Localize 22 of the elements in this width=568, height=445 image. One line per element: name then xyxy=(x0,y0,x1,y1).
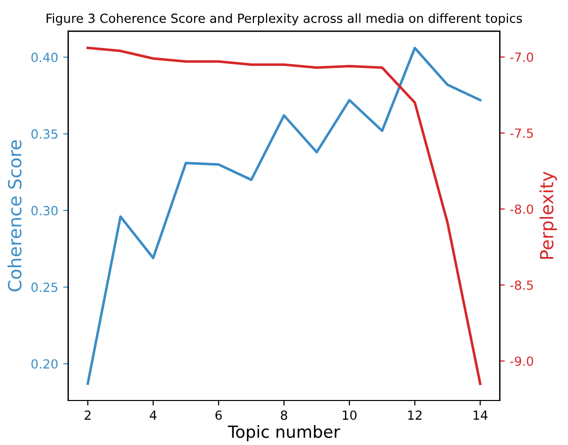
x-tick-label: 4 xyxy=(150,410,156,420)
y-tick-label: 0.35 xyxy=(31,129,58,139)
y-tick-label: 0.40 xyxy=(31,52,58,62)
y2-tick-label: -8.0 xyxy=(510,204,534,214)
y-tick-label: 0.25 xyxy=(31,282,58,292)
y2-axis-title: Perplexity xyxy=(540,172,557,259)
y2-tick-label: -7.5 xyxy=(510,128,533,138)
y-axis-title: Coherence Score xyxy=(8,140,22,292)
y2-tick-label: -7.0 xyxy=(510,52,534,62)
x-tick-label: 2 xyxy=(84,410,91,420)
chart-title: Figure 3 Coherence Score and Perplexity across all media on different topics xyxy=(46,13,522,26)
x-tick-label: 12 xyxy=(408,410,422,420)
x-tick-label: 6 xyxy=(215,410,222,420)
x-tick-label: 10 xyxy=(342,410,357,420)
y-tick-label: 0.20 xyxy=(31,359,58,369)
y-tick-label: 0.30 xyxy=(31,206,58,216)
x-axis-title: Topic number xyxy=(228,425,340,442)
y2-tick-label: -9.0 xyxy=(510,356,534,366)
y2-tick-label: -8.5 xyxy=(510,280,533,290)
line-series xyxy=(86,46,482,385)
x-tick-label: 8 xyxy=(280,410,288,420)
x-tick-label: 14 xyxy=(474,410,488,420)
